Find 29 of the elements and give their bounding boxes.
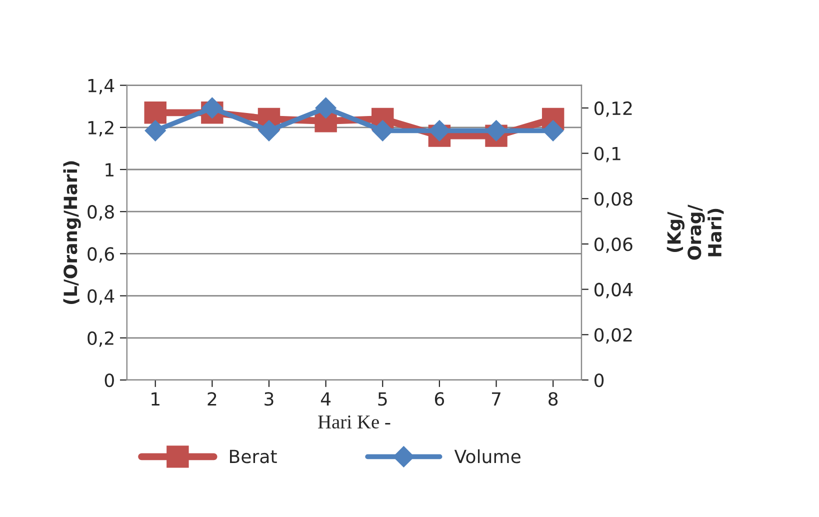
y2-tick-label: 0,1 — [594, 146, 620, 162]
y2-tick-label: 0,08 — [594, 192, 632, 208]
y-tick-label: 0,6 — [88, 247, 114, 263]
x-tick-label: 6 — [434, 392, 444, 406]
y-tick-label: 0,8 — [88, 205, 114, 221]
x-tick-label: 5 — [378, 392, 387, 406]
legend-label: Volume — [454, 449, 520, 464]
y2-tick-label: 0,02 — [594, 328, 632, 344]
y-tick-label: 1,2 — [88, 120, 114, 136]
x-tick-label: 3 — [264, 392, 274, 406]
x-axis-title: Hari Ke - — [318, 415, 390, 429]
y2-tick-label: 0,06 — [594, 237, 632, 253]
x-tick-label: 2 — [208, 392, 216, 406]
x-tick-label: 4 — [320, 392, 331, 406]
y2-tick-label: 0 — [594, 373, 604, 388]
x-tick-label: 7 — [492, 392, 500, 406]
legend-label: Berat — [230, 450, 277, 464]
y-tick-label: 0,4 — [88, 289, 114, 305]
y2-tick-label: 0,12 — [594, 101, 632, 117]
y-tick-label: 1 — [106, 163, 114, 176]
x-tick-label: 8 — [548, 392, 558, 406]
y-tick-label: 0,2 — [88, 331, 114, 347]
y-tick-label: 1,4 — [88, 79, 114, 94]
point — [144, 102, 166, 124]
y-tick-label: 0 — [104, 373, 114, 388]
y2-tick-label: 0,04 — [594, 282, 632, 298]
y-axis-title: (L/Orang/Hari) — [63, 161, 81, 304]
x-tick-label: 1 — [152, 392, 160, 406]
y2-axis-title: (Kg/ Orag/ Hari) — [666, 204, 724, 260]
